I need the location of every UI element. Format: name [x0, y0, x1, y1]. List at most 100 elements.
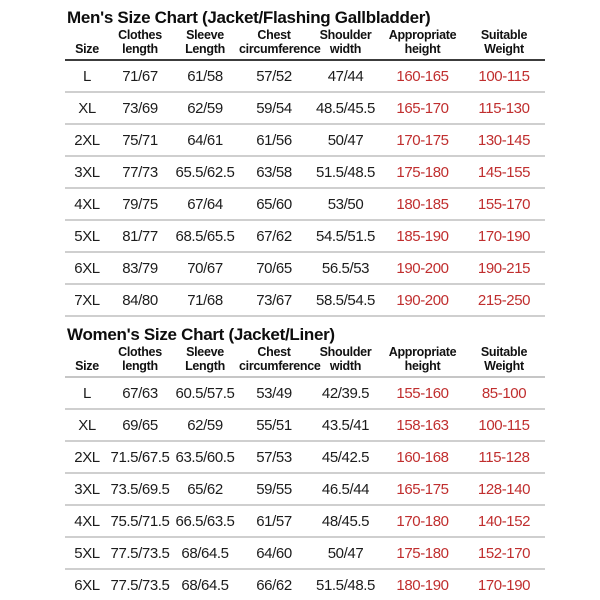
value-cell: 160-168 — [382, 441, 463, 474]
header-row: Size Clothes length Sleeve Length Chest cir… — [65, 345, 545, 378]
column-header: Shoulder width — [309, 28, 382, 61]
value-cell: 128-140 — [463, 473, 545, 506]
size-cell: 7XL — [65, 284, 109, 317]
value-cell: 158-163 — [382, 409, 463, 442]
size-cell: XL — [65, 92, 109, 125]
size-cell: 2XL — [65, 441, 109, 474]
size-cell: 5XL — [65, 537, 109, 570]
value-cell: 71.5/67.5 — [109, 441, 171, 474]
value-cell: 145-155 — [463, 156, 545, 189]
value-cell: 155-160 — [382, 377, 463, 410]
value-cell: 64/60 — [239, 537, 309, 570]
size-cell: 4XL — [65, 188, 109, 221]
value-cell: 66.5/63.5 — [171, 505, 239, 538]
womens-table-header: Size Clothes length Sleeve Length Chest cir… — [65, 345, 545, 378]
value-cell: 59/55 — [239, 473, 309, 506]
value-cell: 165-175 — [382, 473, 463, 506]
value-cell: 130-145 — [463, 124, 545, 157]
value-cell: 77.5/73.5 — [109, 537, 171, 570]
size-cell: 6XL — [65, 252, 109, 285]
mens-size-table: Size Clothes length Sleeve Length Chest cir… — [65, 28, 545, 317]
value-cell: 71/68 — [171, 284, 239, 317]
value-cell: 65/62 — [171, 473, 239, 506]
value-cell: 190-215 — [463, 252, 545, 285]
value-cell: 68/64.5 — [171, 569, 239, 600]
value-cell: 55/51 — [239, 409, 309, 442]
value-cell: 53/50 — [309, 188, 382, 221]
value-cell: 190-200 — [382, 284, 463, 317]
value-cell: 73/67 — [239, 284, 309, 317]
table-row: 6XL 83/79 70/67 70/65 56.5/53 190-200 190-215 — [65, 252, 545, 285]
value-cell: 51.5/48.5 — [309, 569, 382, 600]
value-cell: 56.5/53 — [309, 252, 382, 285]
value-cell: 77.5/73.5 — [109, 569, 171, 600]
mens-chart-title: Men's Size Chart (Jacket/Flashing Gallbl… — [67, 8, 431, 27]
value-cell: 71/67 — [109, 60, 171, 93]
value-cell: 50/47 — [309, 124, 382, 157]
value-cell: 60.5/57.5 — [171, 377, 239, 410]
womens-chart-title: Women's Size Chart (Jacket/Liner) — [67, 325, 335, 344]
column-header: Suitable Weight — [463, 28, 545, 61]
value-cell: 50/47 — [309, 537, 382, 570]
womens-size-chart-section: Women's Size Chart (Jacket/Liner) Size Cl… — [0, 326, 600, 600]
table-row: L 67/63 60.5/57.5 53/49 42/39.5 155-160 85-100 — [65, 377, 545, 410]
size-cell: 4XL — [65, 505, 109, 538]
size-cell: 2XL — [65, 124, 109, 157]
value-cell: 61/58 — [171, 60, 239, 93]
column-header: Suitable Weight — [463, 345, 545, 378]
value-cell: 115-128 — [463, 441, 545, 474]
value-cell: 46.5/44 — [309, 473, 382, 506]
value-cell: 170-180 — [382, 505, 463, 538]
value-cell: 69/65 — [109, 409, 171, 442]
size-cell: XL — [65, 409, 109, 442]
value-cell: 175-180 — [382, 537, 463, 570]
value-cell: 75/71 — [109, 124, 171, 157]
column-header: Appropriate height — [382, 28, 463, 61]
column-header: Size — [65, 28, 109, 61]
column-header: Sleeve Length — [171, 345, 239, 378]
column-header: Sleeve Length — [171, 28, 239, 61]
womens-size-table: Size Clothes length Sleeve Length Chest cir… — [65, 345, 545, 600]
value-cell: 59/54 — [239, 92, 309, 125]
value-cell: 42/39.5 — [309, 377, 382, 410]
value-cell: 75.5/71.5 — [109, 505, 171, 538]
value-cell: 81/77 — [109, 220, 171, 253]
value-cell: 63.5/60.5 — [171, 441, 239, 474]
value-cell: 160-165 — [382, 60, 463, 93]
value-cell: 63/58 — [239, 156, 309, 189]
value-cell: 79/75 — [109, 188, 171, 221]
table-row: 5XL 77.5/73.5 68/64.5 64/60 50/47 175-180 152-… — [65, 537, 545, 570]
column-header: Appropriate height — [382, 345, 463, 378]
table-row: 4XL 75.5/71.5 66.5/63.5 61/57 48/45.5 170-180… — [65, 505, 545, 538]
value-cell: 100-115 — [463, 60, 545, 93]
value-cell: 215-250 — [463, 284, 545, 317]
value-cell: 61/56 — [239, 124, 309, 157]
value-cell: 83/79 — [109, 252, 171, 285]
column-header: Clothes length — [109, 345, 171, 378]
table-row: 3XL 73.5/69.5 65/62 59/55 46.5/44 165-175 128-… — [65, 473, 545, 506]
value-cell: 53/49 — [239, 377, 309, 410]
value-cell: 62/59 — [171, 409, 239, 442]
size-cell: L — [65, 377, 109, 410]
value-cell: 67/64 — [171, 188, 239, 221]
value-cell: 190-200 — [382, 252, 463, 285]
value-cell: 66/62 — [239, 569, 309, 600]
value-cell: 67/63 — [109, 377, 171, 410]
value-cell: 70/67 — [171, 252, 239, 285]
value-cell: 51.5/48.5 — [309, 156, 382, 189]
table-row: 3XL 77/73 65.5/62.5 63/58 51.5/48.5 175-180 14… — [65, 156, 545, 189]
table-row: L 71/67 61/58 57/52 47/44 160-165 100-115 — [65, 60, 545, 93]
column-header: Chest circumference — [239, 345, 321, 378]
table-row: 6XL 77.5/73.5 68/64.5 66/62 51.5/48.5 180-190… — [65, 569, 545, 600]
womens-table-body: L 67/63 60.5/57.5 53/49 42/39.5 155-160 85-100… — [65, 377, 545, 600]
value-cell: 152-170 — [463, 537, 545, 570]
column-header: Size — [65, 345, 109, 378]
value-cell: 58.5/54.5 — [309, 284, 382, 317]
value-cell: 65.5/62.5 — [171, 156, 239, 189]
value-cell: 165-170 — [382, 92, 463, 125]
value-cell: 65/60 — [239, 188, 309, 221]
value-cell: 175-180 — [382, 156, 463, 189]
table-row: 4XL 79/75 67/64 65/60 53/50 180-185 155-170 — [65, 188, 545, 221]
size-cell: 6XL — [65, 569, 109, 600]
